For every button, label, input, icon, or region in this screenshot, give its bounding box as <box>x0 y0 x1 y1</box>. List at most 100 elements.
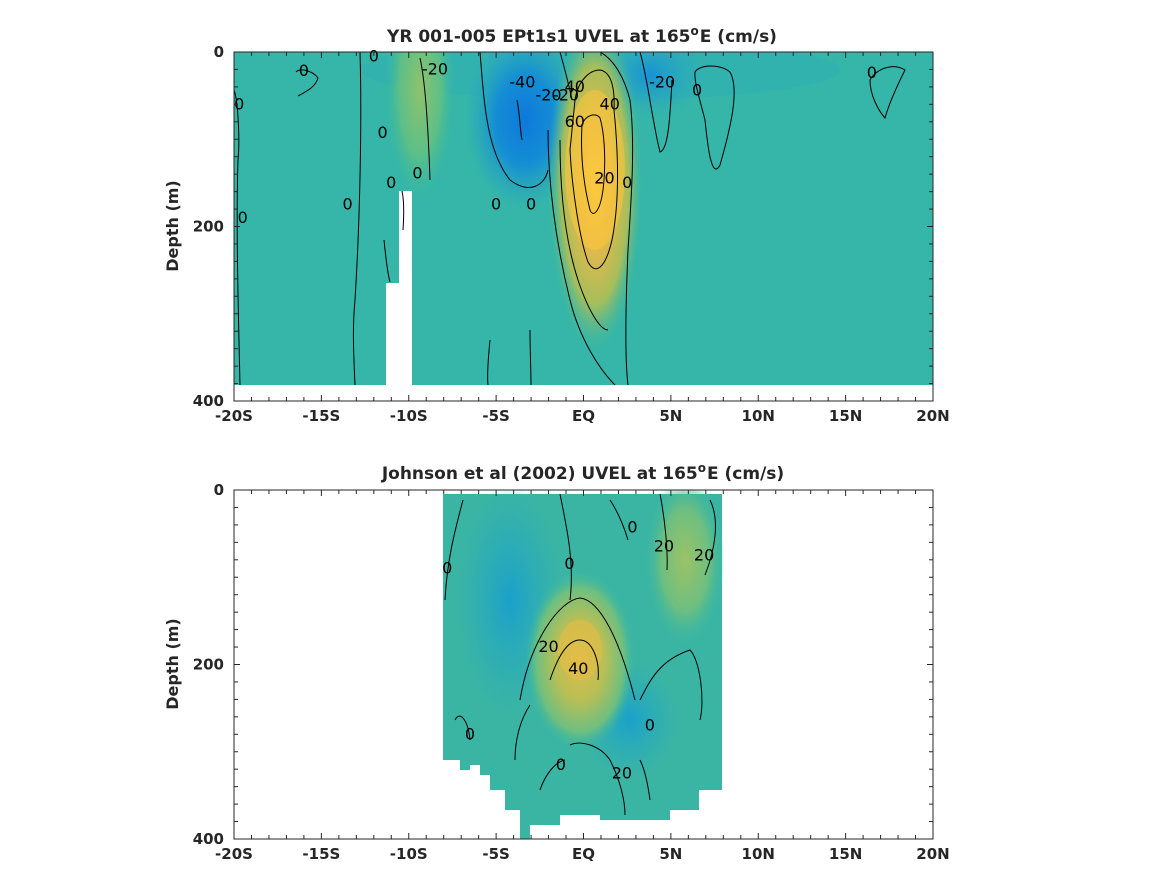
bottom-x-tick-label: -20S <box>215 845 253 863</box>
top-contour-label: 20 <box>594 169 614 188</box>
top-eastward-surface <box>385 52 455 200</box>
bottom-contour-label: 0 <box>442 559 452 578</box>
top-contour-label: -40 <box>509 73 535 92</box>
bottom-x-tick-label: 5N <box>659 845 682 863</box>
contour-line <box>639 52 673 153</box>
top-x-tick-label: EQ <box>572 407 595 425</box>
top-x-tick-label: 15N <box>829 407 862 425</box>
top-x-tick-label: -15S <box>302 407 340 425</box>
contour-line <box>529 329 532 386</box>
top-x-tick-label: -20S <box>215 407 253 425</box>
contour-line <box>559 139 609 331</box>
top-missing-region-upper <box>399 191 412 285</box>
contour-line <box>547 129 616 386</box>
bottom-x-tick-label: EQ <box>572 845 595 863</box>
top-contours <box>234 52 906 386</box>
contour-line <box>569 742 626 816</box>
contour-line <box>519 597 636 701</box>
bottom-contour-label: 20 <box>654 537 674 556</box>
bottom-y-tick-label: 200 <box>193 656 224 674</box>
top-title: YR 001-005 EPt1s1 UVEL at 165oE (cm/s) <box>386 24 777 47</box>
top-contour-label: 0 <box>692 80 702 99</box>
top-contour-label: -20 <box>535 86 561 105</box>
bottom-x-tick-label: -10S <box>390 845 428 863</box>
top-contour-label: 0 <box>377 123 387 142</box>
bottom-x-tick-label: -15S <box>302 845 340 863</box>
top-y-tick-label: 0 <box>214 43 224 61</box>
contour-line <box>234 89 241 386</box>
contour-line <box>454 715 471 741</box>
top-contour-label: 0 <box>299 61 309 80</box>
top-heatmap <box>234 52 933 386</box>
bottom-contour-label: 0 <box>645 716 655 735</box>
top-contour-label: 0 <box>491 195 501 214</box>
bottom-x-tick-label: 10N <box>742 845 775 863</box>
top-y-tick-label: 200 <box>193 218 224 236</box>
bottom-contour-label: 40 <box>568 659 588 678</box>
top-contour-label: 0 <box>412 163 422 182</box>
contour-line <box>559 52 573 101</box>
bottom-contour-labels: 0 20 20 0 0 20 40 0 0 0 20 <box>442 518 714 783</box>
top-missing-region-lower <box>386 283 412 386</box>
top-euc-halo <box>565 90 625 250</box>
top-contour-label: 40 <box>600 94 620 113</box>
bottom-contour-label: 20 <box>538 637 558 656</box>
contour-line <box>639 649 703 721</box>
bottom-y-tick-label: 400 <box>193 830 224 848</box>
bottom-y-tick-label: 0 <box>214 481 224 499</box>
bottom-euc-halo <box>558 620 602 680</box>
contour-line <box>869 66 906 120</box>
contour-line <box>514 704 531 761</box>
top-contour-label: 0 <box>526 195 536 214</box>
top-contour-label: 0 <box>386 173 396 192</box>
top-contour-label: 40 <box>565 77 585 96</box>
contour-line <box>581 114 606 214</box>
contour-line <box>487 339 491 386</box>
contour-line <box>383 239 391 283</box>
contour-line <box>599 52 634 386</box>
contour-line <box>516 99 523 141</box>
top-contour-label: -20 <box>553 86 579 105</box>
bottom-contour-label: 0 <box>564 554 574 573</box>
bottom-x-tick-label: 20N <box>916 845 949 863</box>
contour-line <box>609 499 629 541</box>
top-contour-label: 0 <box>238 208 248 227</box>
bottom-contour-label: 0 <box>627 518 637 537</box>
top-y-tick-label: 400 <box>193 392 224 410</box>
contour-line <box>401 190 405 231</box>
contour-line <box>704 499 716 576</box>
contour-line <box>694 65 735 170</box>
top-y-label: Depth (m) <box>163 180 182 272</box>
bottom-contour-label: 20 <box>694 545 714 564</box>
bottom-x-tick-label: -5S <box>482 845 509 863</box>
top-x-tick-label: 10N <box>742 407 775 425</box>
top-contour-label: 0 <box>234 94 244 113</box>
top-x-tick-label: 20N <box>916 407 949 425</box>
bottom-contour-label: 20 <box>612 764 632 783</box>
contour-line <box>444 499 464 601</box>
top-x-tick-label: -10S <box>390 407 428 425</box>
top-contour-label: 0 <box>867 63 877 82</box>
top-contour-label: 0 <box>342 195 352 214</box>
top-x-tick-label: -5S <box>482 407 509 425</box>
top-contour-label: -20 <box>422 59 448 78</box>
contour-line <box>352 52 362 386</box>
contour-line <box>479 52 549 188</box>
bottom-contour-label: 0 <box>465 724 475 743</box>
bottom-contour-label: 0 <box>556 755 566 774</box>
contour-line <box>639 759 651 801</box>
bottom-x-tick-label: 15N <box>829 845 862 863</box>
top-contour-label: 60 <box>565 112 585 131</box>
contour-line <box>559 493 572 601</box>
contour-line <box>569 69 618 270</box>
contour-line <box>549 639 599 681</box>
bottom-x-axis: -20S -15S -10S -5S EQ 5N 10N 15N 20N <box>215 490 950 863</box>
contour-line <box>539 759 566 791</box>
contour-line <box>659 493 668 571</box>
